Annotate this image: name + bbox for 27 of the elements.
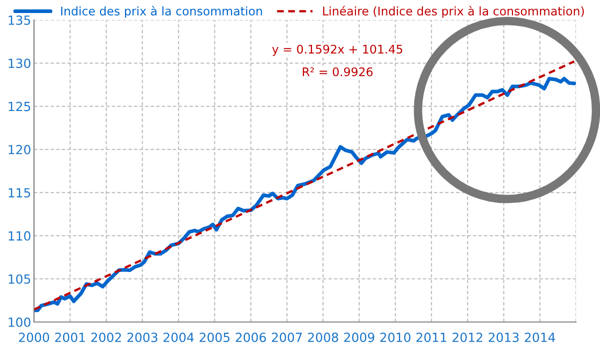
annotation: R² = 0.9926 xyxy=(302,67,373,76)
y-tick-label: 100 xyxy=(8,317,30,327)
legend-label: Linéaire (Indice des prix à la consommation) xyxy=(323,6,584,18)
y-tick-label: 120 xyxy=(8,144,30,154)
x-tick-label: 2011 xyxy=(416,332,446,342)
x-tick-label: 2010 xyxy=(380,332,410,342)
legend-label: Indice des prix à la consommation xyxy=(61,6,262,18)
y-tick-label: 105 xyxy=(8,274,30,284)
x-tick-label: 2002 xyxy=(91,332,121,342)
x-tick-label: 2013 xyxy=(488,332,519,342)
x-tick-label: 2008 xyxy=(308,332,338,342)
x-tick-label: 2001 xyxy=(55,332,85,342)
x-tick-label: 2006 xyxy=(236,332,266,342)
x-tick-label: 2005 xyxy=(200,332,230,342)
x-tick-label: 2014 xyxy=(524,332,556,342)
y-tick-label: 125 xyxy=(8,102,30,112)
annotation: y = 0.1592x + 101.45 xyxy=(272,44,402,56)
x-tick-label: 2004 xyxy=(164,332,194,342)
y-tick-label: 130 xyxy=(8,58,30,68)
x-tick-label: 2009 xyxy=(344,332,374,342)
x-tick-label: 2000 xyxy=(19,332,50,342)
x-tick-label: 2003 xyxy=(127,332,158,342)
y-tick-label: 135 xyxy=(8,15,30,25)
y-tick-label: 110 xyxy=(8,231,30,241)
y-tick-label: 115 xyxy=(8,188,30,198)
x-tick-label: 2007 xyxy=(272,332,302,342)
x-tick-label: 2012 xyxy=(452,332,482,342)
